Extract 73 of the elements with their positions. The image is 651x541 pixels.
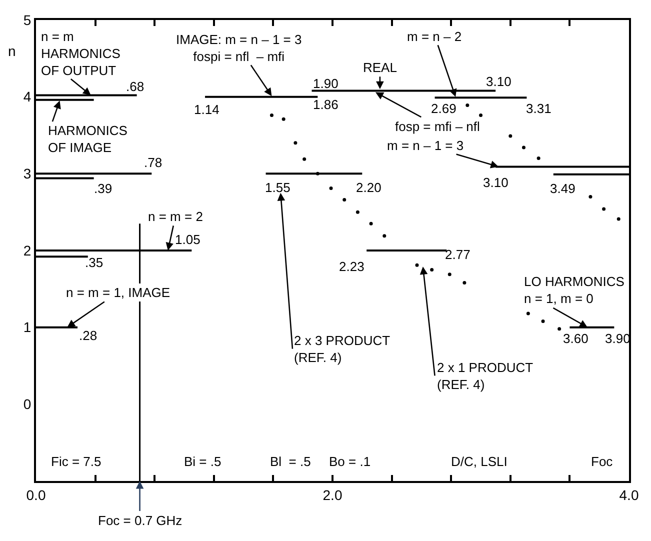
y-tick-label: 3 <box>23 166 32 182</box>
annotation: n = m = 2 <box>148 209 203 224</box>
annotation: 3.49 <box>550 181 576 196</box>
point <box>558 327 562 331</box>
annotation: m = n – 2 <box>407 29 462 44</box>
annotation: LO HARMONICS n = 1, m = 0 <box>524 274 625 306</box>
point <box>602 207 606 211</box>
point <box>508 134 512 138</box>
point <box>462 281 466 285</box>
ref-line-label: Foc = 0.7 GHz <box>98 513 182 528</box>
point <box>415 263 419 267</box>
annotation: 3.60 <box>563 331 588 346</box>
annotation: .78 <box>144 155 162 170</box>
point <box>294 141 298 145</box>
x-tick-label: 0.0 <box>26 486 46 503</box>
x-tick-label: 2.0 <box>322 486 342 503</box>
annotation: Bl = .5 <box>270 454 311 469</box>
annotation: 3.10 <box>486 74 512 89</box>
point <box>329 186 333 190</box>
point <box>356 210 360 214</box>
point <box>316 172 320 176</box>
annotation: 2 x 3 PRODUCT (REF. 4) <box>294 333 390 365</box>
point <box>536 156 540 160</box>
y-tick-label: 5 <box>23 12 32 28</box>
point <box>466 104 470 108</box>
y-axis-title: n <box>8 43 16 59</box>
annotation: 1.14 <box>194 102 220 117</box>
y-tick-label: 1 <box>23 319 32 336</box>
point <box>342 198 346 202</box>
annotation: fosp = mfi – nfl <box>395 119 480 134</box>
y-tick-label: 0 <box>23 396 32 412</box>
annotation: REAL <box>363 60 397 75</box>
annotation: n = m = 1, IMAGE <box>66 285 170 300</box>
annotation: 2 x 1 PRODUCT (REF. 4) <box>437 360 534 392</box>
point <box>479 114 482 118</box>
annotation: Bo = .1 <box>329 454 371 469</box>
point <box>270 114 274 118</box>
annotation: m = n – 1 = 3 <box>387 138 464 153</box>
annotation: 3.31 <box>526 101 552 116</box>
annotation: 1.90 <box>313 76 338 91</box>
annotation: 1.05 <box>175 232 200 247</box>
point <box>369 222 373 226</box>
point <box>282 117 286 121</box>
annotation: 1.86 <box>313 97 338 112</box>
annotation: D/C, LSLI <box>451 454 508 469</box>
x-tick-label: 4.0 <box>619 486 639 503</box>
point <box>430 268 434 272</box>
point <box>382 234 386 238</box>
annotation: Foc <box>591 454 614 469</box>
annotation: Fic = 7.5 <box>51 454 102 469</box>
y-tick-label: 2 <box>23 242 32 258</box>
annotation: 2.23 <box>339 259 364 274</box>
annotation: .68 <box>126 79 144 94</box>
annotation: 2.69 <box>431 101 456 116</box>
annotation: Bi = .5 <box>184 454 222 469</box>
point <box>526 312 530 316</box>
y-tick-label: 4 <box>23 88 32 105</box>
point <box>541 319 545 323</box>
annotation: .39 <box>94 181 112 196</box>
annotation: .28 <box>79 328 98 343</box>
annotation: .35 <box>85 255 104 270</box>
annotation: IMAGE: m = n – 1 = 3 fospi = nfl – mfi <box>176 32 302 64</box>
point <box>616 217 620 221</box>
annotation: 2.20 <box>356 180 382 195</box>
point <box>302 157 306 161</box>
annotation: 2.77 <box>445 247 470 262</box>
point <box>522 146 526 150</box>
annotation: 3.10 <box>483 175 508 190</box>
annotation: HARMONICS OF IMAGE <box>48 123 128 155</box>
annotation: 1.55 <box>265 180 290 195</box>
point <box>588 194 592 198</box>
annotation: n = m HARMONICS OF OUTPUT <box>41 29 121 78</box>
point <box>448 272 452 276</box>
